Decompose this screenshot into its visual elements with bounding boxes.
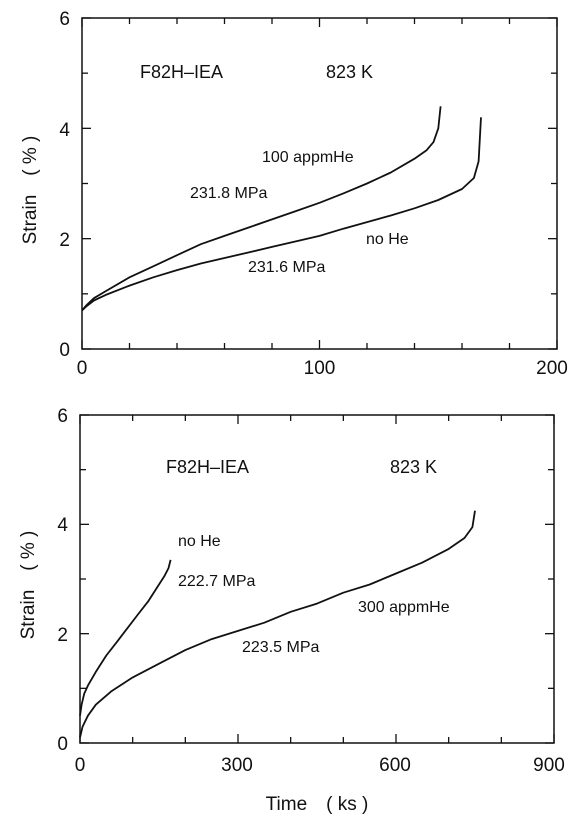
bottom-material-label: F82H–IEA [166,457,249,477]
top-series-a-label: 100 appmHe [262,149,354,166]
bottom-series-b-stress: 223.5 MPa [242,639,319,656]
bottom-x-axis-title: Time ( ks ) [266,794,369,815]
bottom-x-tick-label-300: 300 [221,755,253,776]
top-y-tick-label-6: 6 [59,9,70,30]
top-y-tick-label-2: 2 [59,230,70,251]
bottom-series-a-label: no He [178,533,221,550]
bottom-series-a-stress: 222.7 MPa [178,573,255,590]
top-x-tick-label-0: 0 [77,358,88,379]
bottom-x-tick-label-900: 900 [533,755,565,776]
bottom-temperature-label: 823 K [390,457,437,477]
bottom-series-line-2 [79,510,476,738]
bottom-x-tick-label-0: 0 [75,755,86,776]
bottom-chart: 0 2 4 6 0 300 600 900 Strain ( % ) Time … [18,406,565,815]
top-chart: 0 2 4 6 0 100 200 Strain ( % ) F82H–IEA … [20,9,568,379]
bottom-y-tick-label-2: 2 [57,625,68,646]
top-y-tick-label-4: 4 [59,120,70,141]
top-series-b-label: no He [366,231,409,248]
bottom-y-tick-label-6: 6 [57,406,68,427]
bottom-series [79,510,476,738]
top-series-line-2 [81,117,482,312]
top-series-a-stress: 231.8 MPa [190,185,267,202]
top-ticks [81,17,558,350]
top-temperature-label: 823 K [326,62,373,82]
top-x-tick-label-200: 200 [536,358,568,379]
bottom-series-line-1 [79,559,172,716]
top-x-tick-label-100: 100 [304,358,336,379]
top-material-label: F82H–IEA [140,62,223,82]
bottom-ticks [79,414,555,744]
bottom-y-tick-label-0: 0 [57,734,68,755]
top-series-b-stress: 231.6 MPa [248,259,325,276]
top-series-line-1 [81,106,442,311]
bottom-plot-frame [79,414,555,744]
top-y-axis-title: Strain ( % ) [20,136,41,245]
bottom-series-b-label: 300 appmHe [358,599,450,616]
bottom-y-tick-label-4: 4 [57,515,68,536]
bottom-y-axis-title: Strain ( % ) [18,531,39,640]
top-series [81,106,482,312]
bottom-x-tick-label-600: 600 [379,755,411,776]
top-y-tick-label-0: 0 [59,340,70,361]
